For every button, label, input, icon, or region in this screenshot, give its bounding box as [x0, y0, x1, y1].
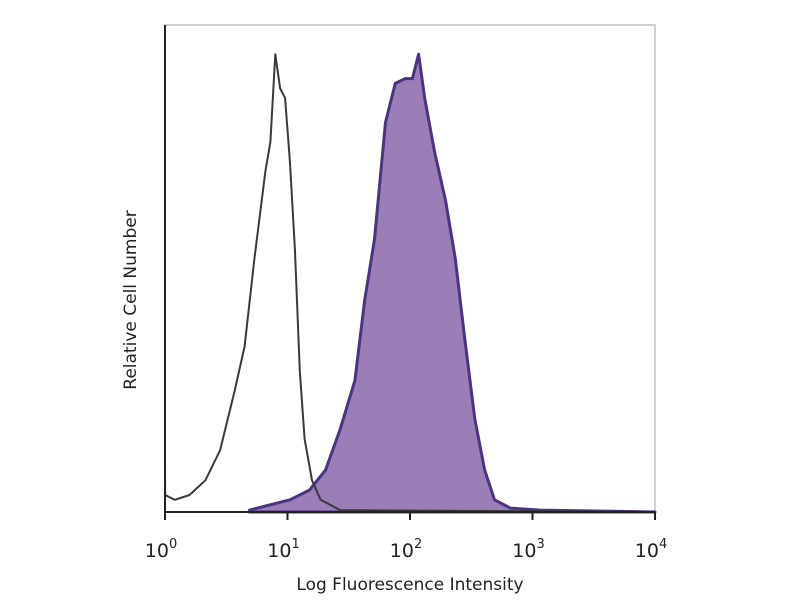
stained-sample-histogram — [248, 52, 657, 514]
x-tick-label: 101 — [267, 537, 299, 562]
x-tick-label: 100 — [145, 537, 177, 562]
y-axis-label: Relative Cell Number — [121, 210, 141, 389]
x-tick-label: 104 — [635, 537, 667, 562]
x-tick-label: 102 — [390, 537, 422, 562]
isotype-control-histogram — [164, 53, 656, 513]
x-axis-label: Log Fluorescence Intensity — [296, 575, 523, 595]
x-tick-label: 103 — [512, 537, 544, 562]
